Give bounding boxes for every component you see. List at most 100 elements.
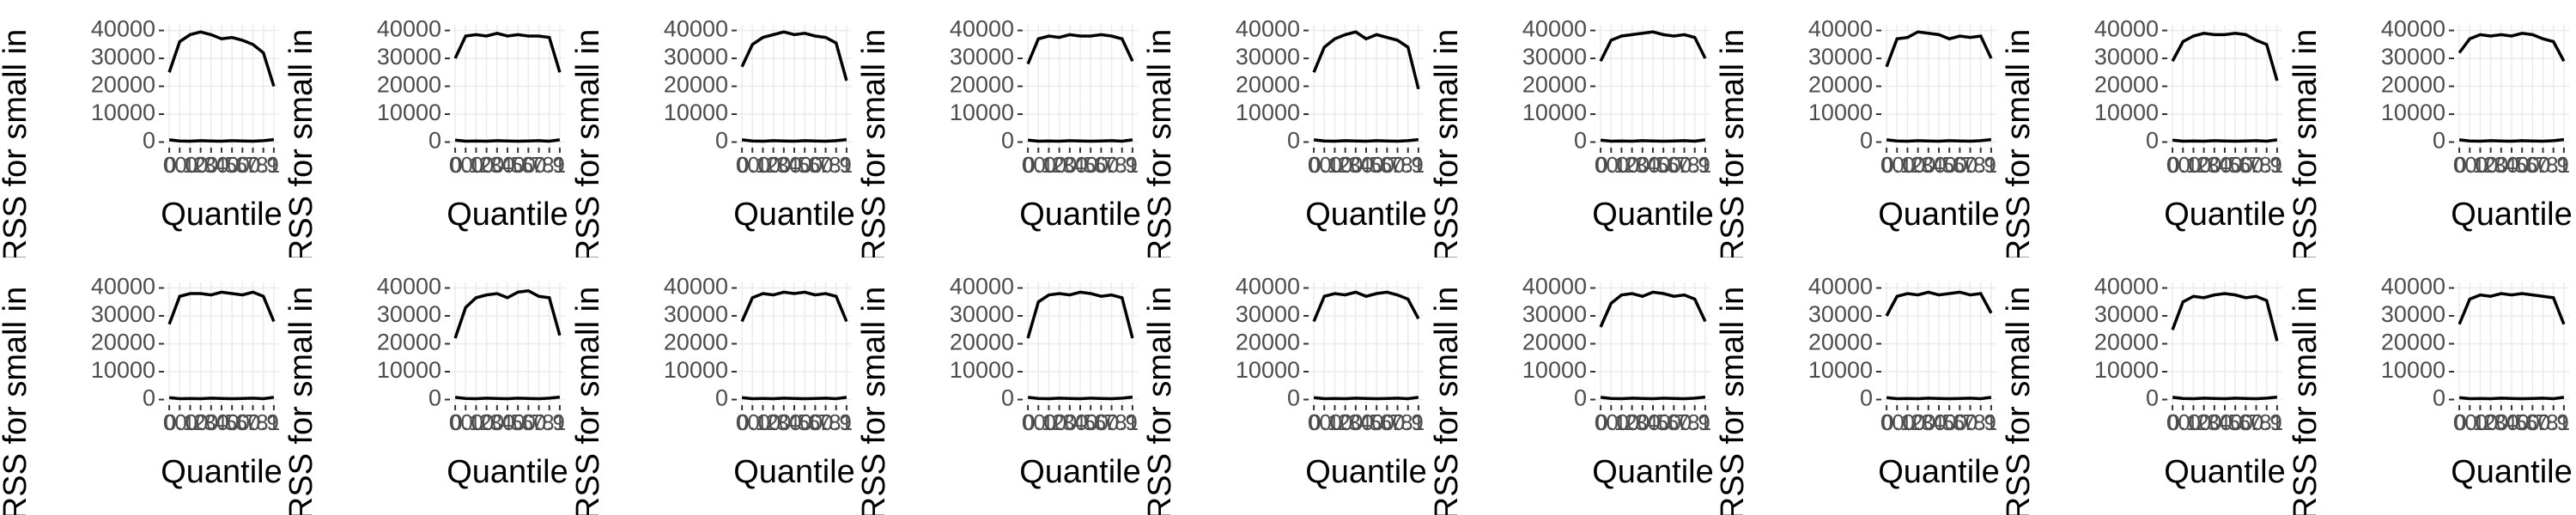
y-tick-label: 0 xyxy=(1574,385,1587,411)
y-tick-label: 0 xyxy=(1574,128,1587,154)
data-line xyxy=(1886,396,1992,401)
x-tick-label: 0.6 xyxy=(789,409,820,435)
x-tick-label: 0.9 xyxy=(1107,152,1138,178)
x-tick-label: 0.4 xyxy=(1340,409,1371,435)
x-tick-label: 0.8 xyxy=(1668,152,1699,178)
data-line xyxy=(167,290,276,325)
x-tick-label: 0.9 xyxy=(1393,409,1424,435)
x-tick-label: 0 xyxy=(2453,152,2465,178)
y-tick-label: 30000 xyxy=(1236,301,1300,327)
y-tick-label: 20000 xyxy=(377,330,441,355)
y-axis-label: RSS for small in xyxy=(0,287,33,515)
data-line xyxy=(741,396,847,401)
x-tick-label: 0.5 xyxy=(492,409,523,435)
y-tick-label: 20000 xyxy=(91,330,155,355)
x-tick-label: 1 xyxy=(1698,152,1710,178)
x-tick-label: 0.2 xyxy=(1320,409,1351,435)
x-tick-label: 0.6 xyxy=(1075,152,1106,178)
y-tick-label: 20000 xyxy=(950,330,1014,355)
y-tick-label: 30000 xyxy=(91,301,155,327)
x-tick-label: 0.6 xyxy=(216,409,247,435)
data-line xyxy=(1600,138,1705,143)
x-axis-label: Quantile xyxy=(1878,197,2000,233)
y-tick-label: 0 xyxy=(1860,385,1873,411)
y-tick-label: 30000 xyxy=(1808,301,1873,327)
data-line xyxy=(741,137,847,143)
y-tick-label: 10000 xyxy=(664,100,728,125)
x-tick-label: 1 xyxy=(1127,409,1139,435)
x-tick-label: 0.4 xyxy=(768,152,799,178)
data-line xyxy=(2171,31,2279,82)
panel: 00.10.20.30.40.50.60.70.80.9101000020000… xyxy=(2290,16,2573,258)
x-tick-label: 0.1 xyxy=(1023,152,1054,178)
data-line xyxy=(455,138,561,143)
data-line xyxy=(1885,30,1993,68)
x-tick-label: 0.3 xyxy=(185,152,216,178)
x-tick-label: 0.9 xyxy=(1679,409,1710,435)
x-axis-label: Quantile xyxy=(2165,197,2287,233)
x-tick-label: 0.2 xyxy=(2464,152,2495,178)
x-tick-label: 0.6 xyxy=(1361,409,1392,435)
x-tick-label: 0.1 xyxy=(1881,409,1912,435)
x-tick-label: 0.6 xyxy=(2506,152,2537,178)
x-tick-label: 0.7 xyxy=(1372,152,1403,178)
data-line xyxy=(1599,30,1707,63)
x-tick-label: 0.7 xyxy=(1372,409,1403,435)
y-tick-label: 10000 xyxy=(377,100,441,125)
y-tick-label: 0 xyxy=(428,385,441,411)
x-tick-label: 0.7 xyxy=(1658,409,1689,435)
x-tick-label: 0.2 xyxy=(2178,152,2209,178)
x-tick-label: 0.7 xyxy=(227,152,258,178)
x-tick-label: 0.6 xyxy=(1648,152,1679,178)
x-tick-label: 0.8 xyxy=(2241,152,2272,178)
y-tick-label: 0 xyxy=(143,128,155,154)
y-tick-label: 30000 xyxy=(377,44,441,70)
x-tick-label: 0.8 xyxy=(1382,409,1413,435)
y-tick-label: 0 xyxy=(2433,385,2445,411)
x-tick-label: 1 xyxy=(268,152,280,178)
y-axis-label: RSS for small in xyxy=(286,29,319,258)
x-tick-label: 0.1 xyxy=(1309,409,1340,435)
y-axis-label: RSS for small in xyxy=(1431,29,1465,258)
x-tick-label: 0.2 xyxy=(747,152,778,178)
x-tick-label: 0.2 xyxy=(2178,409,2209,435)
data-line xyxy=(740,290,848,323)
y-tick-label: 30000 xyxy=(2381,44,2445,70)
data-line xyxy=(1885,290,1993,317)
x-tick-label: 0 xyxy=(163,409,175,435)
x-axis-label: Quantile xyxy=(447,454,569,490)
x-tick-label: 0.8 xyxy=(524,409,555,435)
x-tick-label: 0 xyxy=(1595,409,1607,435)
x-tick-label: 0.2 xyxy=(461,152,492,178)
x-tick-label: 0.1 xyxy=(737,409,768,435)
panel: 00.10.20.30.40.50.60.70.80.9101000020000… xyxy=(0,274,283,515)
x-tick-label: 0.4 xyxy=(1913,152,1944,178)
y-tick-label: 40000 xyxy=(91,274,155,300)
x-tick-label: 0.4 xyxy=(1340,152,1371,178)
x-axis-label: Quantile xyxy=(161,454,283,490)
x-tick-label: 0.7 xyxy=(2517,152,2548,178)
y-tick-label: 40000 xyxy=(1236,274,1300,300)
panel: 00.10.20.30.40.50.60.70.80.9101000020000… xyxy=(1717,16,2000,258)
x-tick-label: 0.7 xyxy=(227,409,258,435)
y-tick-label: 10000 xyxy=(1808,100,1873,125)
x-tick-label: 0.4 xyxy=(1054,409,1085,435)
y-tick-label: 20000 xyxy=(2381,330,2445,355)
x-tick-label: 0.1 xyxy=(1023,409,1054,435)
y-tick-label: 40000 xyxy=(377,274,441,300)
x-axis-label: Quantile xyxy=(733,454,855,490)
y-axis-label: RSS for small in xyxy=(2003,29,2037,258)
y-tick-label: 10000 xyxy=(2094,100,2159,125)
x-tick-label: 0.8 xyxy=(810,409,841,435)
panel: 00.10.20.30.40.50.60.70.80.9101000020000… xyxy=(573,274,855,515)
x-tick-label: 1 xyxy=(2271,152,2283,178)
y-axis-label: RSS for small in xyxy=(1717,29,1751,258)
y-tick-label: 40000 xyxy=(1522,16,1587,42)
x-tick-label: 0.1 xyxy=(164,409,195,435)
x-tick-label: 0.5 xyxy=(1351,152,1382,178)
data-line xyxy=(2458,31,2566,63)
x-tick-label: 0.8 xyxy=(1954,152,1985,178)
y-tick-label: 0 xyxy=(428,128,441,154)
x-tick-label: 1 xyxy=(840,409,852,435)
